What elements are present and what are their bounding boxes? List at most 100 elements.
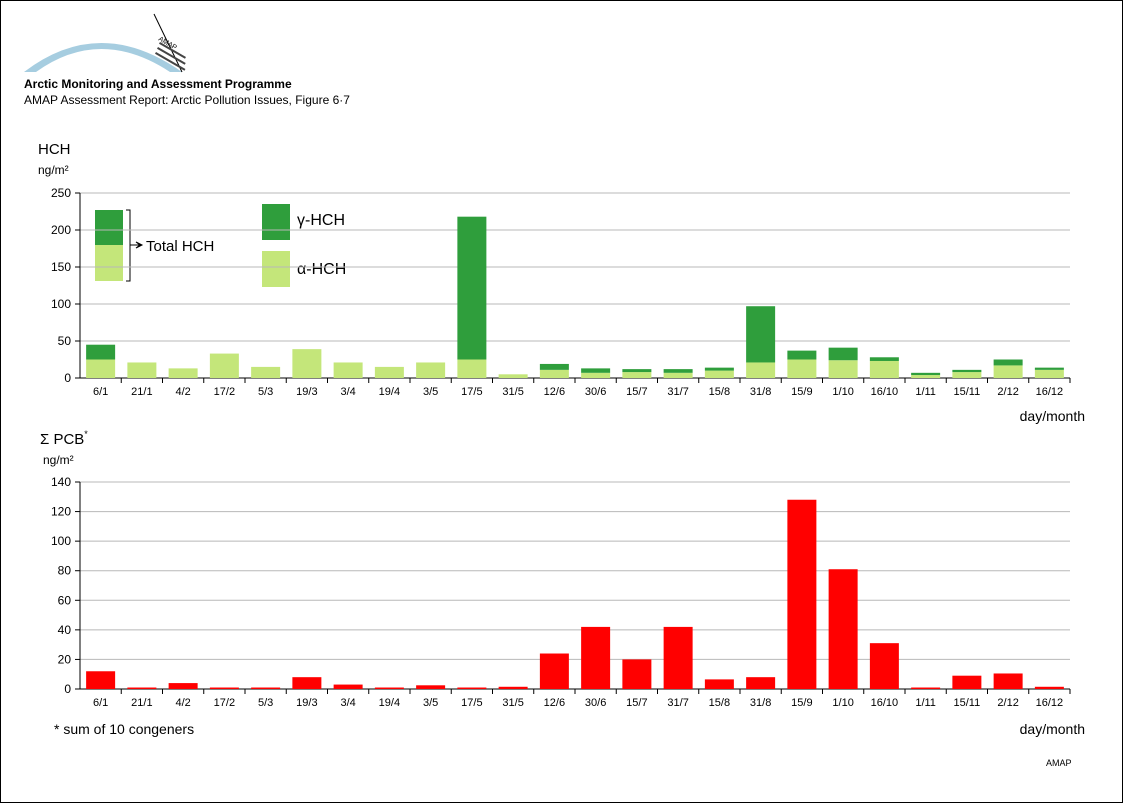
y-tick-label: 50 (58, 334, 72, 348)
x-tick-label: 3/4 (340, 697, 355, 709)
x-tick-label: 12/6 (544, 386, 565, 398)
x-tick-label: 1/11 (915, 386, 936, 398)
bar-pcb (1034, 686, 1064, 689)
bar-pcb (416, 685, 446, 689)
bar-alpha-hch (168, 368, 198, 378)
x-tick-label: 15/9 (791, 386, 812, 398)
bar-pcb (498, 686, 528, 689)
bar-alpha-hch (86, 359, 116, 378)
bar-gamma-hch (457, 216, 487, 360)
hch-xlabel: day/month (1020, 408, 1085, 424)
legend-bracket (126, 209, 131, 282)
hch-plot: 0 50 100 150 200 250 6/1 21/1 4/2 17/2 5/3 19/3 3/4 1… (51, 186, 1071, 398)
pcb-unit: ng/m² (43, 453, 74, 467)
bar-pcb (251, 687, 281, 689)
x-tick-label: 3/5 (423, 697, 438, 709)
bar-gamma-hch (622, 369, 652, 373)
bar-pcb (663, 626, 693, 689)
legend-gamma-swatch (262, 204, 290, 240)
amap-logo: AMAP (24, 13, 186, 73)
y-tick-label: 200 (51, 223, 71, 237)
bar-pcb (292, 677, 322, 689)
bar-alpha-hch (952, 372, 982, 378)
bar-gamma-hch (828, 347, 858, 361)
legend-total-top-swatch (95, 210, 123, 245)
bar-pcb (952, 675, 982, 689)
x-tick-label: 5/3 (258, 386, 273, 398)
bar-alpha-hch (416, 362, 446, 378)
x-tick-label: 17/2 (214, 697, 235, 709)
x-tick-label: 16/12 (1036, 697, 1064, 709)
x-tick-label: 1/10 (832, 386, 853, 398)
y-tick-label: 100 (51, 534, 71, 548)
bar-pcb (704, 679, 734, 689)
legend-arrow-icon (130, 241, 144, 249)
x-tick-label: 30/6 (585, 386, 606, 398)
x-tick-label: 16/10 (871, 697, 899, 709)
bar-pcb (581, 626, 611, 689)
x-tick-label: 19/4 (379, 386, 400, 398)
x-tick-label: 4/2 (175, 697, 190, 709)
bar-gamma-hch (911, 372, 941, 376)
bar-alpha-hch (457, 359, 487, 378)
bar-pcb (993, 673, 1023, 689)
bar-alpha-hch (1034, 369, 1064, 378)
y-tick-label: 0 (64, 682, 71, 696)
y-tick-label: 40 (58, 623, 72, 637)
hch-unit: ng/m² (38, 163, 69, 177)
bar-alpha-hch (292, 349, 322, 378)
bar-pcb (746, 677, 776, 689)
bar-gamma-hch (539, 363, 569, 370)
x-tick-label: 1/11 (915, 697, 936, 709)
x-tick-label: 5/3 (258, 697, 273, 709)
bar-gamma-hch (86, 344, 116, 360)
x-tick-label: 3/5 (423, 386, 438, 398)
bar-alpha-hch (209, 353, 239, 378)
bar-alpha-hch (127, 362, 157, 378)
bar-alpha-hch (622, 372, 652, 378)
pcb-plot: 0 20 40 60 80 100 120 140 6/1 21/1 4/2 17/2 5/3 19/3 3… (51, 475, 1071, 709)
bar-pcb (168, 683, 198, 689)
bar-alpha-hch (869, 360, 899, 378)
y-tick-label: 100 (51, 297, 71, 311)
x-tick-label: 12/6 (544, 697, 565, 709)
bar-pcb (787, 499, 817, 689)
footer-credit: AMAP (1046, 758, 1072, 768)
bar-gamma-hch (663, 369, 693, 373)
y-tick-label: 20 (58, 652, 72, 666)
legend-alpha-label: α-HCH (297, 261, 346, 278)
bar-gamma-hch (787, 350, 817, 360)
bar-alpha-hch (251, 366, 281, 378)
y-tick-label: 80 (58, 564, 72, 578)
legend-total-bottom-swatch (95, 245, 123, 281)
bar-gamma-hch (746, 306, 776, 363)
bar-pcb (622, 659, 652, 689)
x-tick-label: 6/1 (93, 697, 108, 709)
bar-gamma-hch (993, 359, 1023, 366)
x-tick-label: 31/5 (502, 697, 523, 709)
x-tick-label: 3/4 (340, 386, 355, 398)
x-tick-label: 31/5 (502, 386, 523, 398)
bar-pcb (911, 687, 941, 689)
x-tick-label: 31/8 (750, 386, 771, 398)
x-tick-label: 21/1 (131, 386, 152, 398)
bar-alpha-hch (828, 360, 858, 378)
bar-gamma-hch (869, 357, 899, 361)
y-tick-label: 120 (51, 505, 71, 519)
pcb-xlabel: day/month (1020, 721, 1085, 737)
pcb-title: Σ PCB* (40, 429, 88, 448)
bar-pcb (374, 687, 404, 689)
x-tick-label: 31/7 (667, 697, 688, 709)
legend-gamma-label: γ-HCH (297, 212, 345, 229)
x-tick-label: 2/12 (997, 386, 1018, 398)
x-tick-label: 16/12 (1036, 386, 1064, 398)
header-title: Arctic Monitoring and Assessment Program… (24, 77, 292, 91)
x-tick-label: 17/2 (214, 386, 235, 398)
x-tick-label: 21/1 (131, 697, 152, 709)
y-tick-label: 0 (64, 371, 71, 385)
bar-pcb (209, 687, 239, 689)
x-tick-label: 1/10 (832, 697, 853, 709)
x-tick-label: 15/9 (791, 697, 812, 709)
bar-pcb (457, 687, 487, 689)
x-tick-label: 15/11 (954, 386, 981, 398)
